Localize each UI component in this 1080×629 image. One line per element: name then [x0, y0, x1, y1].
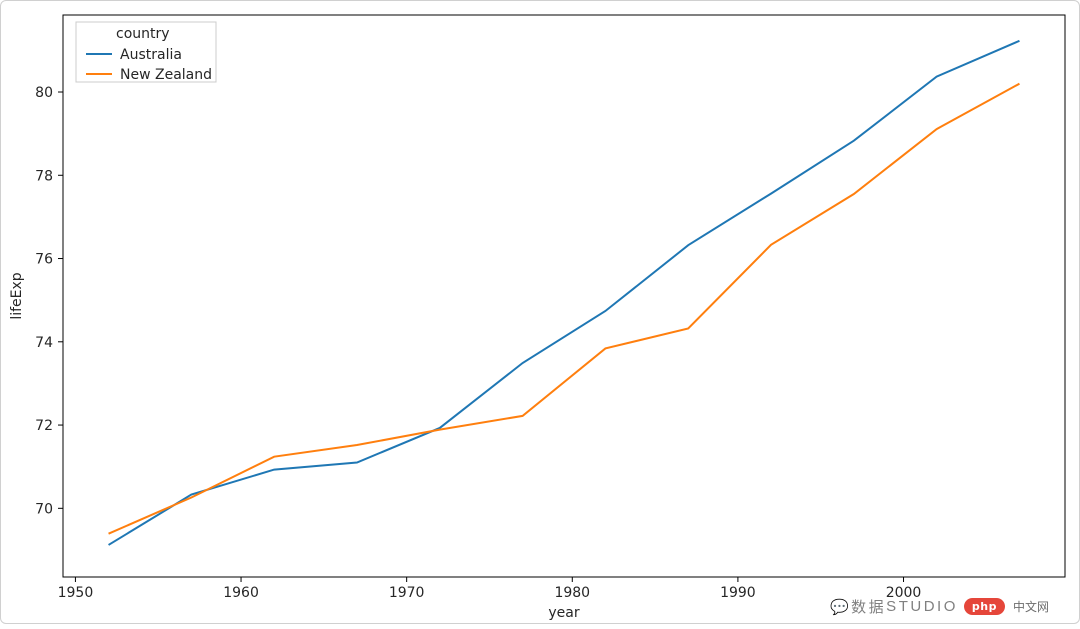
x-tick-label: 1990: [720, 585, 756, 601]
watermark-part-4: U: [910, 598, 921, 615]
series-australia: [109, 41, 1020, 545]
watermark-part-5: D: [924, 598, 935, 615]
watermark-text: 💬 数 据 S T U D I O: [830, 596, 956, 617]
x-tick-label: 1960: [223, 585, 259, 601]
x-axis-label: year: [548, 605, 579, 621]
x-tick-label: 1980: [554, 585, 590, 601]
watermark-part-2: S: [886, 598, 897, 615]
series-new-zealand: [109, 84, 1020, 534]
chart-svg: 195019601970198019902000year707274767880…: [1, 1, 1080, 625]
plot-spines: [63, 15, 1065, 577]
watermark: 💬 数 据 S T U D I O php 中文网: [830, 596, 1049, 617]
legend-title: country: [116, 26, 170, 42]
watermark-sub: 中文网: [1013, 598, 1049, 615]
y-tick-label: 78: [35, 168, 53, 184]
y-tick-label: 80: [35, 85, 53, 101]
watermark-badge: php: [964, 598, 1005, 615]
watermark-icon: 💬: [830, 598, 849, 616]
watermark-part-0: 数: [851, 596, 867, 617]
y-axis-label: lifeExp: [9, 272, 25, 319]
watermark-part-1: 据: [869, 596, 885, 617]
y-tick-label: 72: [35, 418, 53, 434]
x-tick-label: 1950: [58, 585, 94, 601]
watermark-part-6: I: [937, 598, 942, 615]
figure-container: 195019601970198019902000year707274767880…: [0, 0, 1080, 624]
legend-label: Australia: [120, 47, 182, 63]
y-tick-label: 70: [35, 501, 53, 517]
watermark-part-7: O: [944, 598, 956, 615]
y-tick-label: 76: [35, 252, 53, 268]
watermark-part-3: T: [899, 598, 909, 615]
legend-label: New Zealand: [120, 67, 212, 83]
y-tick-label: 74: [35, 335, 53, 351]
x-tick-label: 1970: [389, 585, 425, 601]
